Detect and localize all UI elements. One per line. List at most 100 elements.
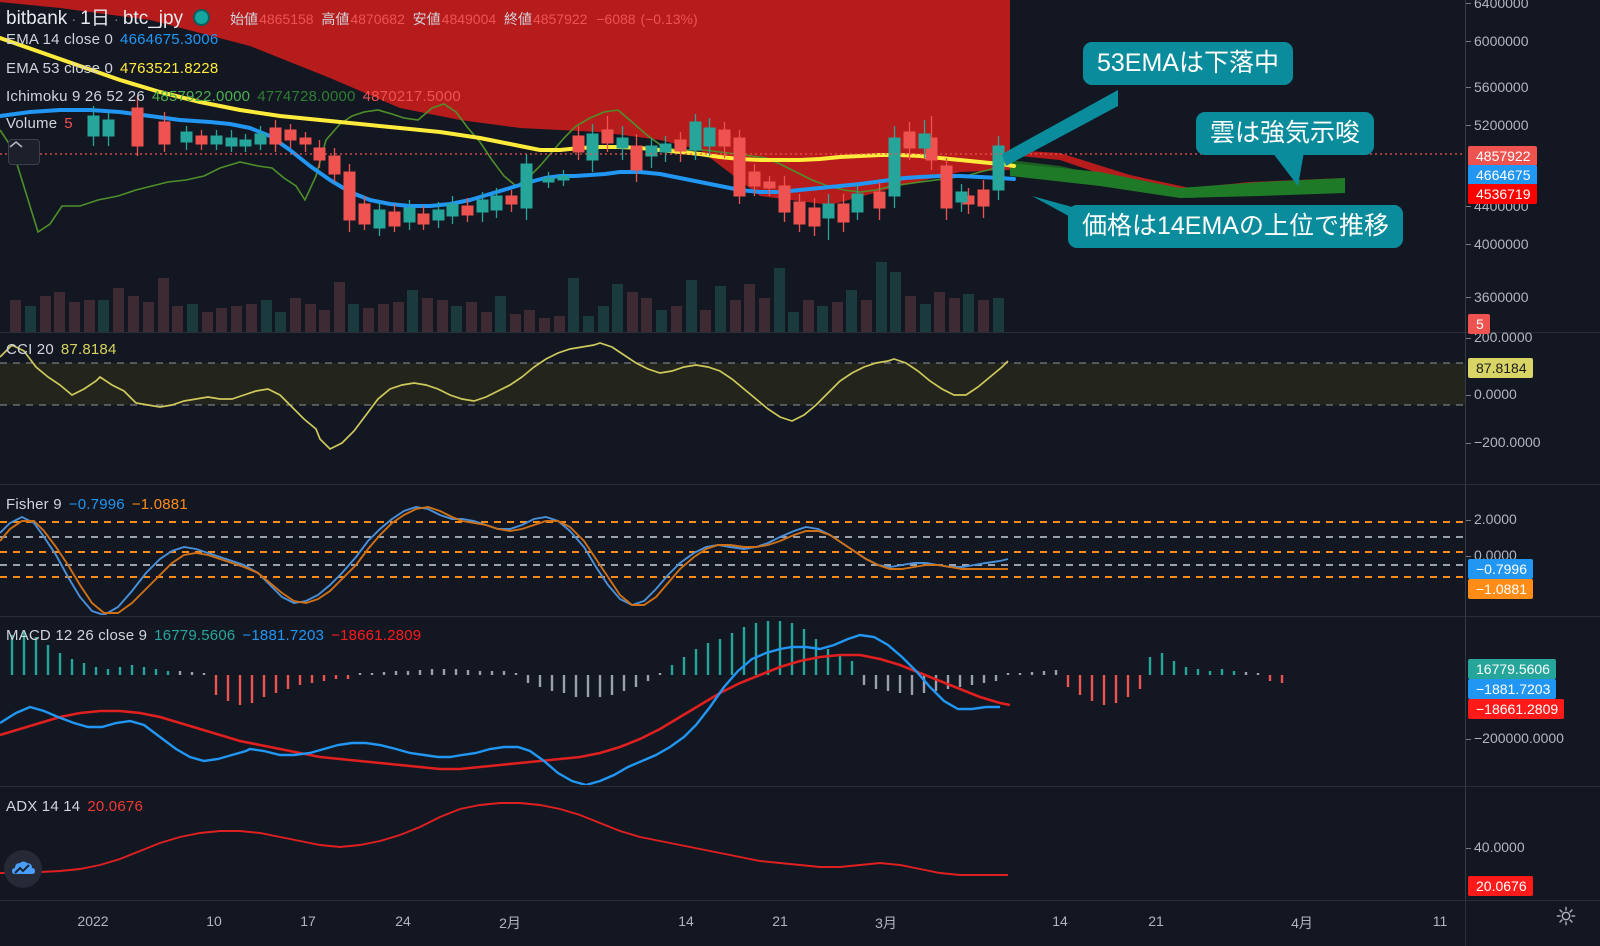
change-percent: (−0.13%)	[640, 11, 698, 27]
tradingview-logo-icon	[12, 861, 35, 874]
macd-tag-macd[interactable]: −1881.7203	[1468, 679, 1557, 699]
legend-ema53[interactable]: EMA 53 close 0 4763521.8228	[6, 60, 218, 77]
close-value: 4857922	[532, 11, 588, 27]
price-tick-dash-2	[1466, 87, 1471, 88]
price-tick-3: 5200000	[1474, 117, 1529, 133]
fisher-tick-dash-1	[1466, 556, 1471, 557]
time-label-4: 2月	[499, 915, 521, 931]
price-tick-0: 6400000	[1474, 0, 1529, 11]
candlestick-series	[87, 96, 1005, 240]
open-label: 始値	[230, 11, 259, 27]
legend-volume[interactable]: Volume 5	[6, 115, 73, 132]
legend-ichimoku-name: Ichimoku 9 26 52 26	[6, 88, 145, 105]
legend-fisher-name: Fisher 9	[6, 496, 62, 513]
price-tick-dash-4	[1466, 206, 1471, 207]
legend-macd-value-3: −18661.2809	[331, 627, 422, 644]
separator-macd[interactable]	[0, 616, 1600, 617]
price-tag-last-close[interactable]: 4857922	[1468, 146, 1537, 166]
price-tick-6: 3600000	[1474, 289, 1529, 305]
legend-volume-name: Volume	[6, 115, 58, 132]
legend-ichimoku[interactable]: Ichimoku 9 26 52 26 4857922.0000 4774728.0…	[6, 88, 461, 105]
time-label-9: 21	[1148, 913, 1164, 929]
legend-cci[interactable]: CCI 20 87.8184	[6, 341, 117, 358]
cci-tick-dash-0	[1466, 338, 1471, 339]
time-label-2: 17	[300, 913, 316, 929]
time-label-7: 3月	[875, 915, 897, 931]
symbol-name[interactable]: btc_jpy	[122, 8, 184, 29]
time-label-10: 4月	[1291, 915, 1313, 931]
legend-adx-name: ADX 14 14	[6, 798, 81, 815]
legend-ema53-value: 4763521.8228	[120, 60, 219, 77]
macd-tag-signal[interactable]: −18661.2809	[1468, 699, 1565, 719]
annotation-53ema[interactable]: 53EMAは下落中	[1083, 42, 1293, 85]
cci-tick-1: 0.0000	[1474, 386, 1517, 402]
legend-macd[interactable]: MACD 12 26 close 9 16779.5606 −1881.7203 −1…	[6, 627, 421, 644]
close-label: 終値	[503, 11, 532, 27]
macd-chart-svg	[0, 621, 1284, 785]
exchange-name: bitbank	[6, 8, 68, 29]
separator-cci[interactable]	[0, 332, 1600, 333]
time-label-1: 10	[206, 913, 222, 929]
legend-macd-name: MACD 12 26 close 9	[6, 627, 148, 644]
adx-line	[0, 802, 1008, 876]
macd-tag-hist[interactable]: 16779.5606	[1468, 659, 1556, 679]
macd-tick-dash-0	[1466, 739, 1471, 740]
high-value: 4870682	[350, 11, 405, 27]
legend-cci-name: CCI 20	[6, 341, 54, 358]
time-label-11: 11	[1432, 913, 1448, 929]
title-sep-2: ·	[113, 11, 119, 28]
gear-icon	[1556, 906, 1576, 926]
annotation-price-ema[interactable]: 価格は14EMAの上位で推移	[1068, 205, 1403, 248]
price-tick-dash-1	[1466, 41, 1471, 42]
fisher-tag-orange[interactable]: −1.0881	[1468, 579, 1533, 599]
price-tag-ema14[interactable]: 4664675	[1468, 165, 1537, 185]
price-axis-divider	[1465, 0, 1466, 900]
price-tag-cloud[interactable]: 4536719	[1468, 184, 1537, 204]
time-label-3: 24	[395, 913, 411, 929]
legend-macd-value-1: 16779.5606	[154, 627, 236, 644]
macd-tick-0: −200000.0000	[1474, 730, 1564, 746]
legend-ichimoku-value-3: 4870217.5000	[362, 88, 461, 105]
legend-volume-value: 5	[64, 115, 73, 132]
fisher-line-orange	[0, 506, 1008, 614]
legend-cci-value: 87.8184	[60, 341, 117, 358]
adx-chart-svg	[0, 802, 1008, 876]
cci-tick-dash-1	[1466, 395, 1471, 396]
legend-ema14[interactable]: EMA 14 close 0 4664675.3006	[6, 31, 218, 48]
legend-macd-value-2: −1881.7203	[242, 627, 325, 644]
cci-tag[interactable]: 87.8184	[1468, 358, 1533, 378]
separator-fisher[interactable]	[0, 484, 1600, 485]
chart-settings-button[interactable]	[1555, 905, 1577, 927]
macd-pane[interactable]	[0, 617, 1465, 785]
macd-signal-line	[0, 653, 1011, 771]
legend-ichimoku-value-2: 4774728.0000	[257, 88, 356, 105]
volume-tag[interactable]: 5	[1468, 314, 1490, 334]
separator-adx[interactable]	[0, 786, 1600, 787]
adx-tag[interactable]: 20.0676	[1468, 876, 1533, 896]
adx-pane[interactable]	[0, 787, 1465, 900]
annotation-cloud[interactable]: 雲は強気示唆	[1196, 112, 1375, 155]
chart-logo-badge[interactable]	[4, 850, 42, 888]
collapse-pane-button[interactable]	[8, 139, 40, 165]
fisher-line-blue	[0, 506, 1009, 615]
time-axis[interactable]: 2022 10 17 24 2月 14 21 3月 14 21 4月 11	[0, 900, 1600, 946]
cci-line	[0, 342, 1009, 451]
legend-adx[interactable]: ADX 14 14 20.0676	[6, 798, 143, 815]
low-label: 安値	[412, 11, 441, 27]
callout-tail-2	[1272, 152, 1304, 186]
fisher-tag-blue[interactable]: −0.7996	[1468, 559, 1533, 579]
symbol-title-bar[interactable]: bitbank · 1日 · btc_jpy 始値4865158 高値4870682 安値…	[6, 3, 698, 30]
ohlc-values: 始値4865158 高値4870682 安値4849004 終値4857922 …	[230, 11, 698, 27]
price-tick-dash-5	[1466, 244, 1471, 245]
time-axis-divider	[1465, 901, 1466, 946]
status-circle-icon	[193, 9, 211, 27]
adx-tick-dash-0	[1466, 848, 1471, 849]
legend-fisher-value-2: −1.0881	[131, 496, 188, 513]
cci-pane[interactable]	[0, 333, 1465, 483]
fisher-pane[interactable]	[0, 485, 1465, 615]
time-label-5: 14	[678, 913, 694, 929]
cci-tick-dash-2	[1466, 443, 1471, 444]
time-label-8: 14	[1052, 913, 1068, 929]
interval-label[interactable]: 1日	[80, 8, 110, 29]
legend-fisher[interactable]: Fisher 9 −0.7996 −1.0881	[6, 496, 188, 513]
